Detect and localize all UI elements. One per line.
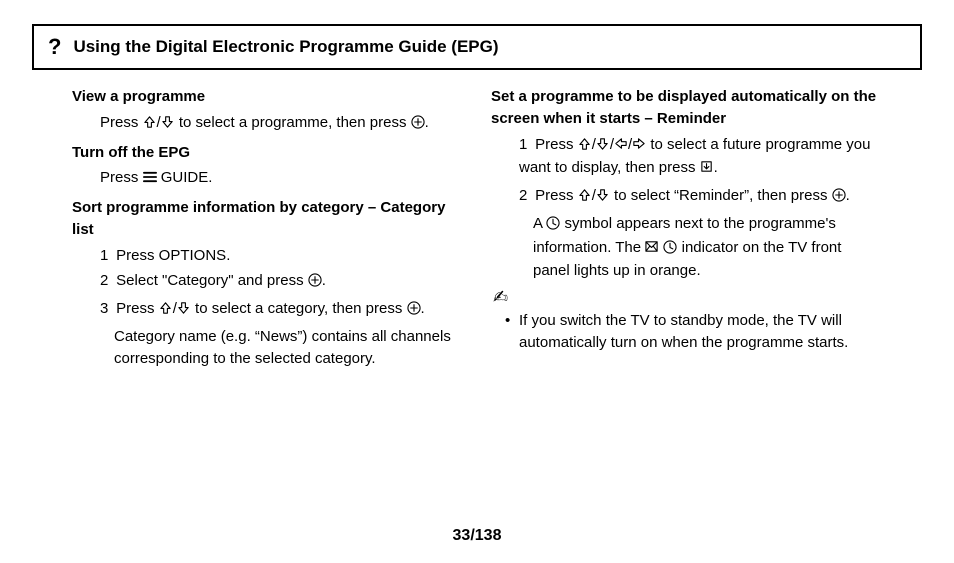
- plus-circle-icon: [407, 300, 421, 322]
- text-fragment: Press: [535, 187, 578, 204]
- text-fragment: .: [846, 187, 850, 204]
- text-fragment: Press: [100, 169, 143, 186]
- step-number: 1: [519, 134, 531, 156]
- text-fragment: A: [533, 215, 546, 232]
- text-fragment: .: [322, 272, 326, 289]
- reminder-step-1: 1 Press /// to select a future programme…: [491, 134, 882, 182]
- text-fragment: If you switch the TV to standby mode, th…: [519, 310, 882, 354]
- step-view-programme: Press / to select a programme, then pres…: [72, 112, 463, 136]
- manual-page: ? Using the Digital Electronic Programme…: [0, 0, 954, 563]
- arrow-left-icon: [614, 136, 628, 158]
- step-number: 3: [100, 298, 112, 320]
- bullet-dot: •: [505, 310, 519, 354]
- section-header-box: ? Using the Digital Electronic Programme…: [32, 24, 922, 70]
- envelope-icon: [645, 239, 659, 261]
- text-fragment: Press: [100, 114, 143, 131]
- subhead-turn-off-epg: Turn off the EPG: [72, 142, 463, 164]
- text-fragment: Press: [535, 136, 578, 153]
- question-icon: ?: [48, 36, 61, 58]
- enter-icon: [700, 159, 714, 181]
- two-column-body: View a programme Press / to select a pro…: [32, 80, 922, 373]
- text-fragment: .: [421, 300, 425, 317]
- arrow-up-icon: [578, 187, 592, 209]
- step-turn-off-epg: Press GUIDE.: [72, 167, 463, 191]
- text-fragment: Select "Category" and press: [116, 272, 308, 289]
- text-fragment: to select a programme, then press: [179, 114, 411, 131]
- reminder-step-2-body: A symbol appears next to the programme's…: [491, 213, 882, 282]
- text-fragment: to select a category, then press: [195, 300, 407, 317]
- arrow-down-icon: [596, 187, 610, 209]
- arrow-down-icon: [161, 114, 175, 136]
- arrow-right-icon: [632, 136, 646, 158]
- arrow-up-icon: [578, 136, 592, 158]
- category-step-1: 1 Press OPTIONS.: [72, 245, 463, 267]
- arrow-down-icon: [596, 136, 610, 158]
- text-fragment: .: [714, 159, 718, 176]
- arrow-up-icon: [159, 300, 173, 322]
- text-fragment: .: [425, 114, 429, 131]
- clock-icon: [663, 239, 677, 261]
- step-number: 2: [519, 185, 531, 207]
- section-title: Using the Digital Electronic Programme G…: [73, 37, 498, 57]
- plus-circle-icon: [308, 272, 322, 294]
- note-bullet-1: • If you switch the TV to standby mode, …: [491, 310, 882, 354]
- arrow-down-icon: [177, 300, 191, 322]
- text-fragment: Press OPTIONS.: [116, 247, 230, 264]
- subhead-reminder: Set a programme to be displayed automati…: [491, 86, 882, 130]
- page-number: 33/138: [0, 527, 954, 545]
- right-column: Set a programme to be displayed automati…: [491, 80, 882, 373]
- subhead-category-list: Sort programme information by category –…: [72, 197, 463, 241]
- left-column: View a programme Press / to select a pro…: [72, 80, 463, 373]
- text-fragment: GUIDE.: [161, 169, 213, 186]
- arrow-up-icon: [143, 114, 157, 136]
- hand-note-icon: ✍︎: [493, 288, 882, 306]
- reminder-step-2: 2 Press / to select “Reminder”, then pre…: [491, 185, 882, 209]
- clock-icon: [546, 215, 560, 237]
- plus-circle-icon: [832, 187, 846, 209]
- step-number: 2: [100, 270, 112, 292]
- category-step-3: 3 Press / to select a category, then pre…: [72, 298, 463, 322]
- step-number: 1: [100, 245, 112, 267]
- category-step-2: 2 Select "Category" and press .: [72, 270, 463, 294]
- category-step-3-body: Category name (e.g. “News”) contains all…: [72, 326, 463, 370]
- guide-icon: [143, 169, 157, 191]
- text-fragment: to select “Reminder”, then press: [614, 187, 832, 204]
- subhead-view-programme: View a programme: [72, 86, 463, 108]
- plus-circle-icon: [411, 114, 425, 136]
- text-fragment: Press: [116, 300, 159, 317]
